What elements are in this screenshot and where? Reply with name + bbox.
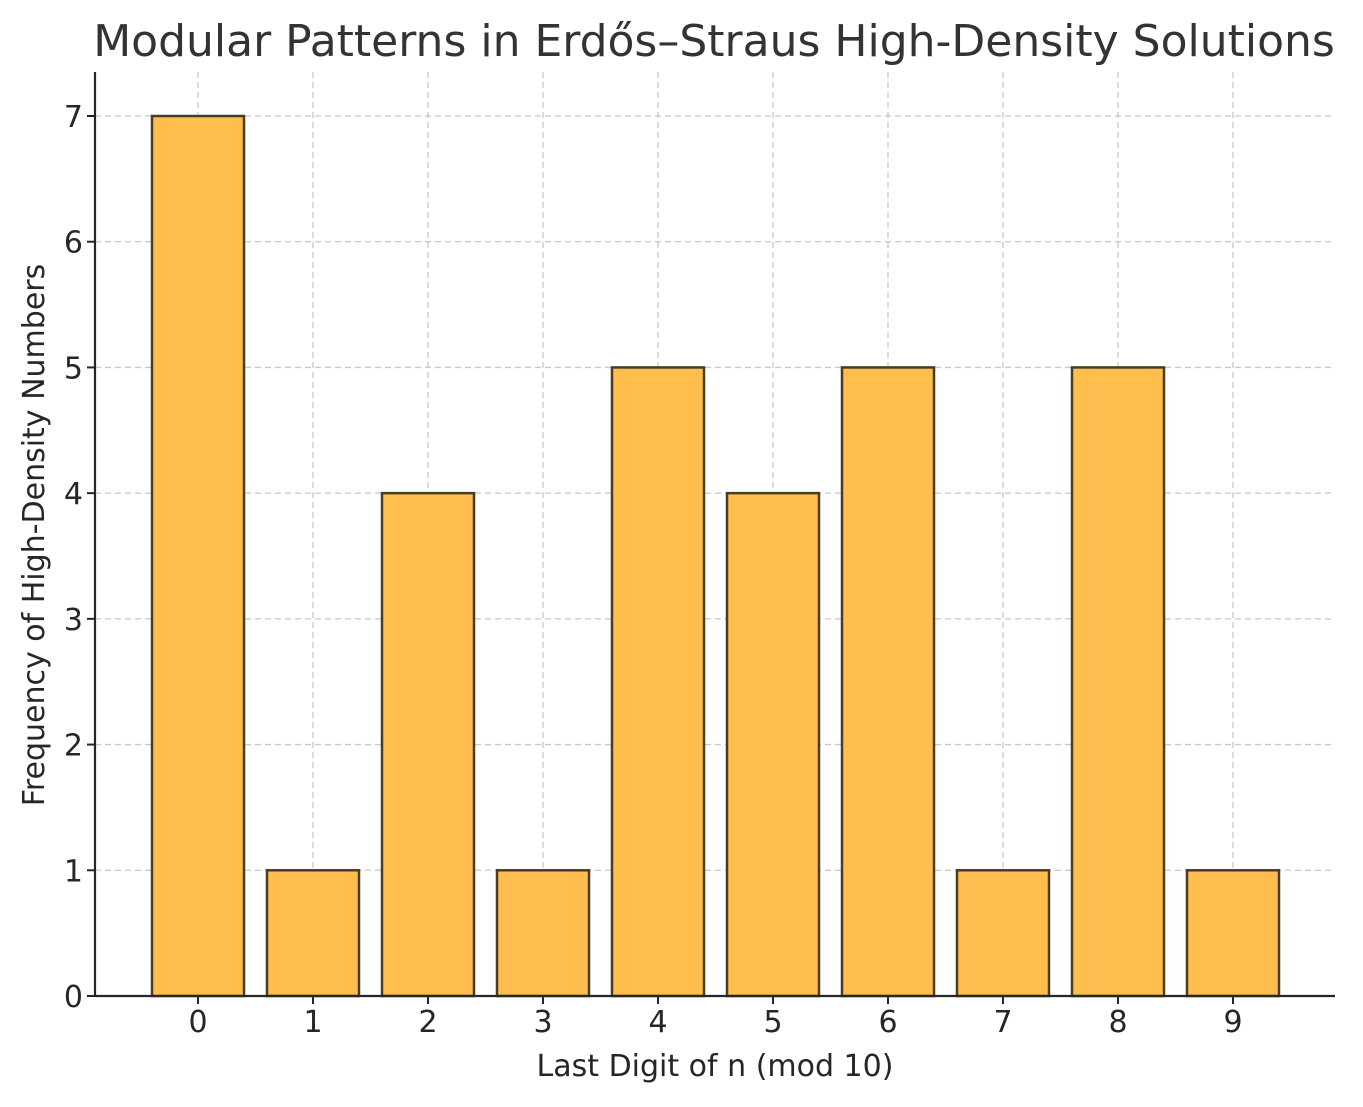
x-tick-label: 9 (1223, 1005, 1242, 1040)
y-axis-ticks: 0 1 2 3 4 5 6 7 (64, 100, 95, 1015)
bar-digit-0 (150, 114, 246, 998)
x-axis-ticks: 0 1 2 3 4 5 6 7 8 9 (188, 996, 1243, 1040)
y-axis-label: Frequency of High-Density Numbers (17, 264, 52, 806)
y-tick-label: 3 (64, 603, 83, 638)
x-tick-label: 5 (763, 1005, 782, 1040)
y-tick-label: 2 (64, 729, 83, 764)
y-tick-label: 7 (64, 100, 83, 135)
bar-digit-4 (610, 366, 706, 998)
x-tick-label: 8 (1108, 1005, 1127, 1040)
bar-digit-7 (955, 869, 1051, 998)
x-tick-label: 6 (878, 1005, 897, 1040)
x-tick-label: 0 (188, 1005, 207, 1040)
x-tick-label: 1 (303, 1005, 322, 1040)
y-tick-label: 4 (64, 477, 83, 512)
bar-digit-1 (265, 869, 361, 998)
y-tick-label: 0 (64, 980, 83, 1015)
y-tick-label: 6 (64, 226, 83, 261)
x-tick-label: 2 (418, 1005, 437, 1040)
bar-digit-6 (840, 366, 936, 998)
bar-digit-2 (380, 491, 476, 998)
x-tick-label: 4 (648, 1005, 667, 1040)
x-tick-label: 7 (993, 1005, 1012, 1040)
bar-digit-3 (495, 869, 591, 998)
bar-digit-5 (725, 491, 821, 998)
bars (150, 114, 1281, 998)
bar-digit-9 (1185, 869, 1281, 998)
x-tick-label: 3 (533, 1005, 552, 1040)
bar-digit-8 (1070, 366, 1166, 998)
x-axis-label: Last Digit of n (mod 10) (537, 1049, 894, 1084)
y-tick-label: 5 (64, 351, 83, 386)
chart-title: Modular Patterns in Erdős–Straus High-De… (93, 16, 1335, 67)
axes (93, 72, 1335, 998)
y-tick-label: 1 (64, 854, 83, 889)
